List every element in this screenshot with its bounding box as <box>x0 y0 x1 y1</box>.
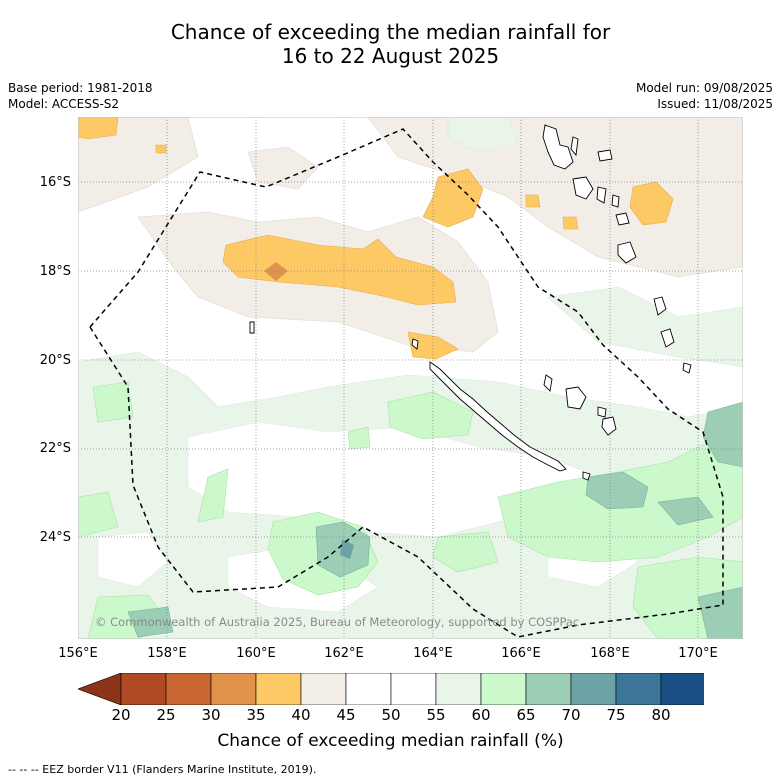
copyright-text: © Commonwealth of Australia 2025, Bureau… <box>95 615 579 629</box>
colorbar <box>78 673 704 705</box>
colorbar-segment <box>255 673 302 705</box>
colorbar-segment <box>210 673 257 705</box>
lon-label: 156°E <box>58 646 98 661</box>
issued-text: Issued: 11/08/2025 <box>657 97 773 111</box>
lon-label: 168°E <box>590 646 630 661</box>
lon-label: 162°E <box>324 646 364 661</box>
colorbar-segment <box>615 673 662 705</box>
colorbar-tick: 20 <box>111 706 131 724</box>
colorbar-tick: 50 <box>381 706 401 724</box>
model-text: Model: ACCESS-S2 <box>8 97 120 111</box>
contour-65-70 <box>127 401 743 639</box>
eez-legend-text: -- -- -- EEZ border V11 (Flanders Marine… <box>8 763 317 776</box>
contour-70-75 <box>340 539 354 559</box>
lat-label: 24°S <box>39 530 71 545</box>
colorbar-extend-low <box>78 673 122 705</box>
meta-left: Base period: 1981-2018 Model: ACCESS-S2 <box>8 80 153 112</box>
colorbar-segment <box>660 673 704 705</box>
colorbar-tick: 55 <box>426 706 446 724</box>
eez-border <box>89 128 724 638</box>
colorbar-tick: 45 <box>336 706 356 724</box>
colorbar-segment <box>435 673 482 705</box>
colorbar-tick: 70 <box>561 706 581 724</box>
colorbar-segment <box>480 673 527 705</box>
colorbar-tick: 30 <box>201 706 221 724</box>
lat-label: 22°S <box>39 441 71 456</box>
map-title: Chance of exceeding the median rainfall … <box>0 20 781 68</box>
graticule <box>78 117 743 639</box>
new-caledonia-coastline <box>429 361 567 472</box>
colorbar-tick: 65 <box>516 706 536 724</box>
colorbar-segment <box>345 673 392 705</box>
contour-30-35 <box>264 262 288 281</box>
colorbar-tick: 35 <box>246 706 266 724</box>
vanuatu-island <box>542 124 574 170</box>
colorbar-tick: 40 <box>291 706 311 724</box>
colorbar-segment <box>165 673 212 705</box>
lat-label: 20°S <box>39 353 71 368</box>
map-canvas: © Commonwealth of Australia 2025, Bureau… <box>78 117 743 639</box>
lon-label: 170°E <box>678 646 718 661</box>
colorbar-label: Chance of exceeding median rainfall (%) <box>217 731 564 751</box>
colorbar-tick: 60 <box>471 706 491 724</box>
map-frame <box>78 117 743 639</box>
lon-label: 160°E <box>236 646 276 661</box>
lon-label: 164°E <box>413 646 453 661</box>
lat-label: 16°S <box>39 175 71 190</box>
colorbar-segment <box>525 673 572 705</box>
lon-label: 158°E <box>147 646 187 661</box>
colorbar-segment <box>120 673 167 705</box>
colorbar-segment <box>570 673 617 705</box>
lat-label: 18°S <box>39 264 71 279</box>
title-line-1: Chance of exceeding the median rainfall … <box>170 20 611 44</box>
colorbar-segment <box>390 673 437 705</box>
colorbar-segment <box>300 673 347 705</box>
colorbar-tick: 25 <box>156 706 176 724</box>
coastlines <box>249 124 692 481</box>
colorbar-tick: 80 <box>651 706 671 724</box>
base-period-text: Base period: 1981-2018 <box>8 81 153 95</box>
title-line-2: 16 to 22 August 2025 <box>281 44 500 68</box>
model-run-text: Model run: 09/08/2025 <box>635 81 773 95</box>
meta-right: Model run: 09/08/2025 Issued: 11/08/2025 <box>636 80 773 112</box>
colorbar-tick: 75 <box>606 706 626 724</box>
lon-label: 166°E <box>501 646 541 661</box>
